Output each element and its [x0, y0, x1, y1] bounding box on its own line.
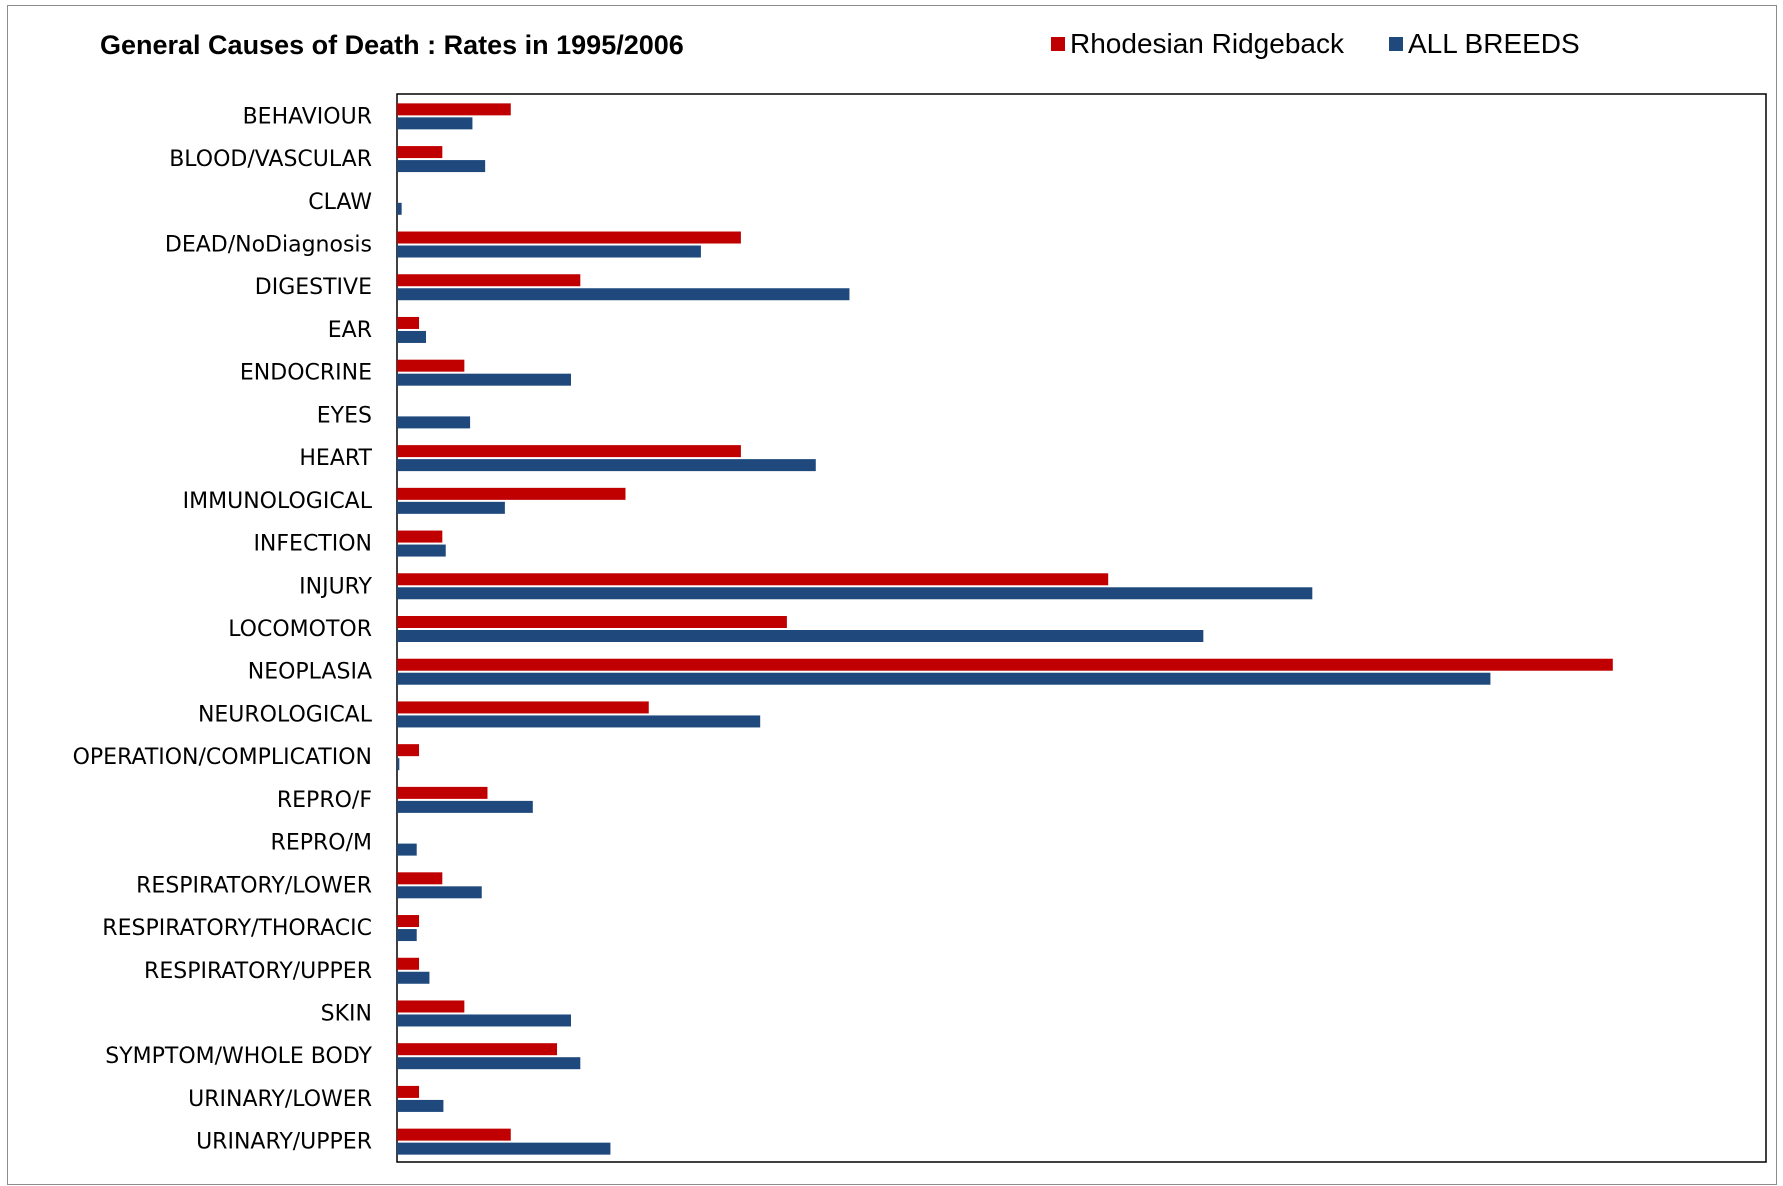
bar-rhodesian-ridgeback-skin: [397, 1000, 465, 1013]
category-label-injury: INJURY: [299, 574, 372, 599]
category-labels: BEHAVIOUR BLOOD/VASCULAR CLAW DEAD/NoDiagno…: [73, 104, 373, 1154]
bar-all-breeds-claw: [397, 202, 402, 215]
bar-rhodesian-ridgeback-locomotor: [397, 616, 787, 628]
bar-all-breeds-neurological: [397, 715, 761, 728]
bar-rhodesian-ridgeback-respiratory-upper: [397, 957, 420, 970]
bar-rhodesian-ridgeback-dead-nodiagnosis: [397, 231, 741, 244]
chart-title: General Causes of Death : Rates in 1995/…: [100, 30, 684, 60]
bar-all-breeds-endocrine: [397, 373, 571, 386]
legend-swatch-blue: [1389, 37, 1403, 51]
bar-rhodesian-ridgeback-repro-f: [397, 786, 488, 799]
bar-all-breeds-operation-complication: [397, 758, 400, 771]
category-label-respiratory-thoracic: RESPIRATORY/THORACIC: [102, 916, 372, 941]
bar-rhodesian-ridgeback-endocrine: [397, 359, 465, 372]
bar-all-breeds-infection: [397, 544, 446, 557]
category-label-digestive: DIGESTIVE: [255, 275, 372, 300]
bar-rhodesian-ridgeback-urinary-upper: [397, 1128, 511, 1141]
bar-all-breeds-respiratory-lower: [397, 886, 482, 899]
bar-all-breeds-immunological: [397, 501, 505, 514]
bar-all-breeds-symptom-whole-body: [397, 1057, 581, 1070]
bars-layer: [397, 103, 1613, 1155]
legend-item-rhodesian-ridgeback: Rhodesian Ridgeback: [1051, 28, 1344, 60]
category-label-eyes: EYES: [317, 403, 372, 428]
bar-rhodesian-ridgeback-respiratory-lower: [397, 872, 443, 885]
bar-rhodesian-ridgeback-blood-vascular: [397, 146, 443, 159]
category-label-ear: EAR: [328, 318, 372, 343]
bar-rhodesian-ridgeback-digestive: [397, 274, 581, 287]
bar-rhodesian-ridgeback-behaviour: [397, 103, 511, 116]
bar-rhodesian-ridgeback-heart: [397, 445, 741, 458]
bar-all-breeds-ear: [397, 330, 427, 343]
bar-all-breeds-repro-m: [397, 843, 417, 856]
bar-rhodesian-ridgeback-injury: [397, 573, 1109, 586]
bar-rhodesian-ridgeback-neoplasia: [397, 658, 1613, 671]
category-label-dead-nodiagnosis: DEAD/NoDiagnosis: [165, 233, 372, 258]
category-label-neurological: NEUROLOGICAL: [198, 702, 373, 727]
bar-all-breeds-locomotor: [397, 630, 1204, 642]
category-label-claw: CLAW: [308, 190, 372, 215]
category-label-immunological: IMMUNOLOGICAL: [183, 489, 373, 514]
bar-rhodesian-ridgeback-infection: [397, 530, 443, 543]
bar-all-breeds-respiratory-thoracic: [397, 929, 417, 942]
bar-all-breeds-skin: [397, 1014, 571, 1027]
category-label-urinary-upper: URINARY/UPPER: [196, 1130, 372, 1155]
category-label-neoplasia: NEOPLASIA: [248, 660, 372, 685]
bar-rhodesian-ridgeback-neurological: [397, 701, 649, 714]
bar-rhodesian-ridgeback-operation-complication: [397, 744, 420, 757]
category-label-infection: INFECTION: [253, 532, 372, 557]
category-label-respiratory-upper: RESPIRATORY/UPPER: [144, 959, 372, 984]
category-label-skin: SKIN: [321, 1001, 372, 1026]
legend-item-all-breeds: ALL BREEDS: [1389, 28, 1580, 60]
category-label-repro-m: REPRO/M: [271, 831, 372, 856]
bar-all-breeds-behaviour: [397, 117, 473, 130]
category-label-respiratory-lower: RESPIRATORY/LOWER: [136, 873, 372, 898]
category-label-heart: HEART: [299, 446, 372, 471]
category-label-symptom-whole-body: SYMPTOM/WHOLE BODY: [105, 1044, 372, 1069]
bar-all-breeds-dead-nodiagnosis: [397, 245, 701, 258]
bar-rhodesian-ridgeback-urinary-lower: [397, 1085, 420, 1098]
category-label-behaviour: BEHAVIOUR: [243, 104, 372, 129]
bar-all-breeds-urinary-lower: [397, 1099, 444, 1112]
legend-swatch-red: [1051, 37, 1065, 51]
bar-all-breeds-eyes: [397, 416, 471, 429]
bar-all-breeds-urinary-upper: [397, 1142, 611, 1155]
category-label-urinary-lower: URINARY/LOWER: [188, 1087, 372, 1112]
category-label-repro-f: REPRO/F: [277, 788, 372, 813]
bar-all-breeds-heart: [397, 459, 816, 472]
bar-rhodesian-ridgeback-symptom-whole-body: [397, 1043, 558, 1056]
category-label-blood-vascular: BLOOD/VASCULAR: [169, 147, 372, 172]
legend-label-rhodesian-ridgeback: Rhodesian Ridgeback: [1070, 28, 1344, 59]
bar-all-breeds-injury: [397, 587, 1313, 600]
bar-all-breeds-repro-f: [397, 800, 533, 813]
bar-all-breeds-digestive: [397, 288, 850, 301]
category-label-operation-complication: OPERATION/COMPLICATION: [73, 745, 372, 770]
bar-all-breeds-neoplasia: [397, 672, 1491, 685]
bar-rhodesian-ridgeback-immunological: [397, 487, 626, 500]
bar-all-breeds-respiratory-upper: [397, 971, 430, 984]
category-label-endocrine: ENDOCRINE: [240, 361, 372, 386]
bar-all-breeds-blood-vascular: [397, 160, 486, 173]
legend-label-all-breeds: ALL BREEDS: [1408, 28, 1580, 59]
chart-frame: [7, 5, 1777, 1185]
category-label-locomotor: LOCOMOTOR: [228, 617, 372, 642]
bar-rhodesian-ridgeback-ear: [397, 316, 420, 329]
bar-rhodesian-ridgeback-respiratory-thoracic: [397, 915, 420, 928]
